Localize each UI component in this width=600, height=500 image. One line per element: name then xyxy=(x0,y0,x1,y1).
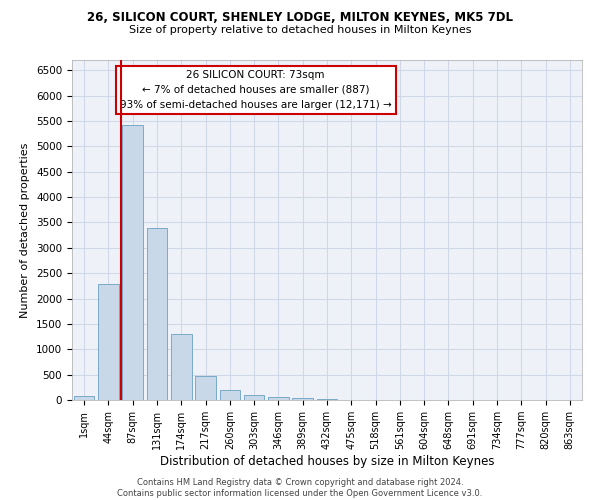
Bar xyxy=(220,390,240,400)
Bar xyxy=(171,334,191,400)
Bar xyxy=(74,396,94,400)
Y-axis label: Number of detached properties: Number of detached properties xyxy=(20,142,31,318)
Text: Size of property relative to detached houses in Milton Keynes: Size of property relative to detached ho… xyxy=(129,25,471,35)
Bar xyxy=(268,397,289,400)
Bar xyxy=(98,284,119,400)
Text: 26 SILICON COURT: 73sqm
← 7% of detached houses are smaller (887)
93% of semi-de: 26 SILICON COURT: 73sqm ← 7% of detached… xyxy=(120,70,391,110)
Bar xyxy=(122,125,143,400)
Bar xyxy=(292,398,313,400)
X-axis label: Distribution of detached houses by size in Milton Keynes: Distribution of detached houses by size … xyxy=(160,455,494,468)
Bar xyxy=(317,399,337,400)
Text: 26, SILICON COURT, SHENLEY LODGE, MILTON KEYNES, MK5 7DL: 26, SILICON COURT, SHENLEY LODGE, MILTON… xyxy=(87,11,513,24)
Bar xyxy=(244,396,265,400)
Bar xyxy=(195,376,216,400)
Bar xyxy=(146,228,167,400)
Text: Contains HM Land Registry data © Crown copyright and database right 2024.
Contai: Contains HM Land Registry data © Crown c… xyxy=(118,478,482,498)
